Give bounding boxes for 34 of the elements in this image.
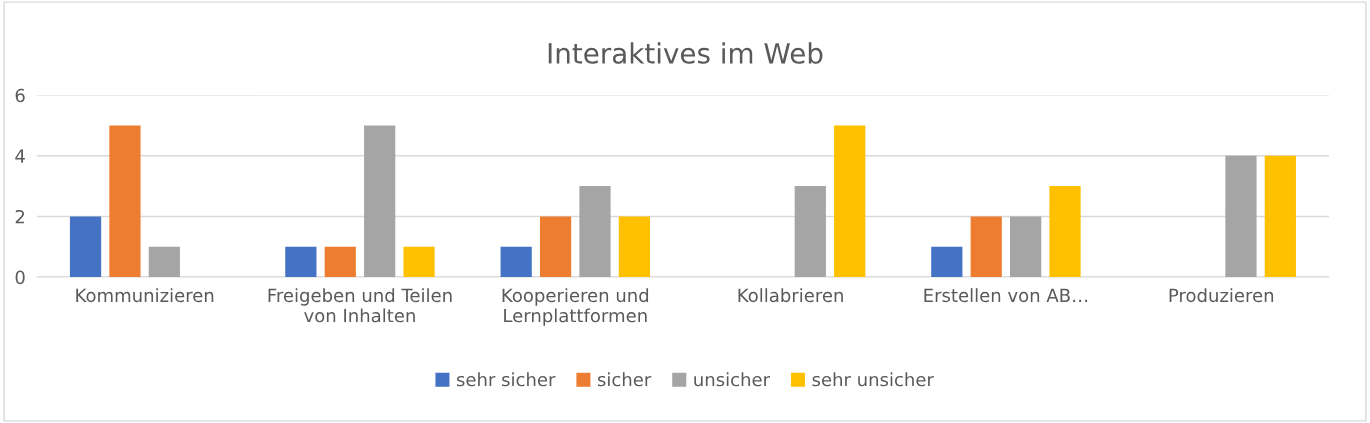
bar bbox=[1010, 216, 1042, 278]
bar bbox=[148, 246, 180, 278]
bar bbox=[579, 186, 611, 278]
legend-label: sehr sicher bbox=[456, 372, 556, 387]
x-tick-label: Erstellen von AB… bbox=[924, 288, 1088, 303]
bar bbox=[403, 246, 435, 278]
bar bbox=[618, 216, 650, 278]
chart-title: Interaktives im Web bbox=[548, 42, 823, 64]
bar bbox=[1049, 186, 1081, 278]
legend-label: sehr unsicher bbox=[812, 372, 934, 387]
y-tick-label: 6 bbox=[15, 88, 25, 103]
bar bbox=[364, 125, 396, 278]
bar bbox=[1264, 155, 1296, 278]
bar bbox=[834, 125, 866, 278]
bar bbox=[539, 216, 572, 278]
x-tick-label: Kooperieren und Lernplattformen bbox=[502, 288, 649, 326]
x-tick-label: Freigeben und Teilen von Inhalten bbox=[268, 288, 452, 323]
bar bbox=[970, 216, 1002, 278]
y-tick-label: 4 bbox=[15, 149, 25, 163]
bar bbox=[1225, 155, 1257, 278]
x-tick-label: Kommunizieren bbox=[76, 288, 214, 303]
bar bbox=[285, 246, 317, 278]
bar bbox=[109, 125, 141, 278]
bar bbox=[69, 216, 102, 278]
bar bbox=[931, 246, 963, 278]
bar bbox=[324, 246, 356, 278]
legend-label: unsicher bbox=[694, 372, 771, 387]
y-tick-label: 0 bbox=[15, 270, 25, 285]
legend-label: sicher bbox=[597, 372, 652, 387]
bar bbox=[500, 246, 532, 278]
y-tick-label: 2 bbox=[15, 209, 25, 224]
x-tick-label: Kollabrieren bbox=[738, 288, 843, 303]
x-tick-label: Produzieren bbox=[1169, 288, 1274, 303]
bar bbox=[794, 186, 826, 278]
